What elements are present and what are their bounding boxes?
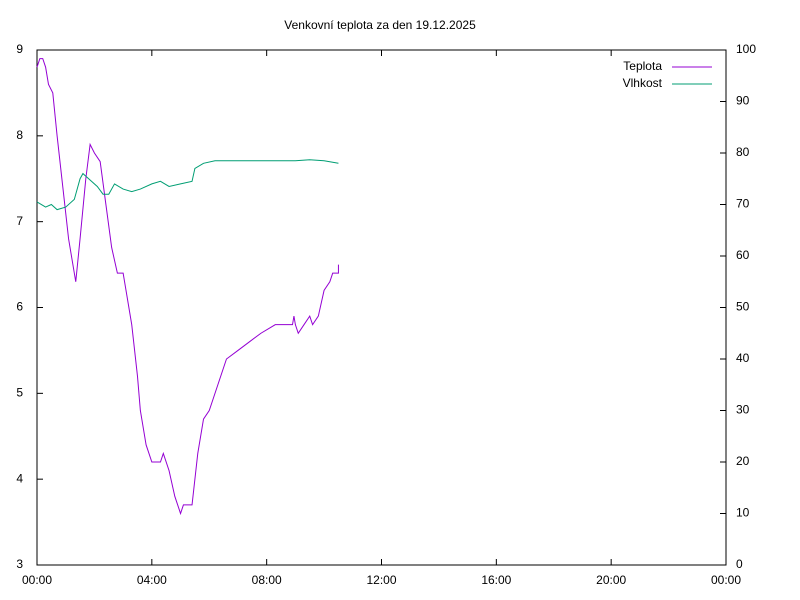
- y2-tick-label: 40: [736, 351, 750, 365]
- y-tick-label: 7: [16, 214, 23, 228]
- x-tick-label: 16:00: [481, 573, 511, 587]
- y2-tick-label: 10: [736, 506, 750, 520]
- y2-tick-label: 60: [736, 248, 750, 262]
- y-tick-label: 3: [16, 557, 23, 571]
- y2-tick-label: 50: [736, 300, 750, 314]
- x-tick-label: 04:00: [137, 573, 167, 587]
- chart-title: Venkovní teplota za den 19.12.2025: [284, 18, 476, 32]
- x-tick-label: 20:00: [596, 573, 626, 587]
- series-line: [36, 159, 339, 211]
- y2-tick-label: 20: [736, 454, 750, 468]
- x-tick-label: 12:00: [366, 573, 396, 587]
- y2-tick-label: 80: [736, 145, 750, 159]
- x-tick-label: 00:00: [711, 573, 741, 587]
- y2-tick-label: 0: [736, 557, 743, 571]
- y2-tick-label: 90: [736, 94, 750, 108]
- y-tick-label: 4: [16, 471, 23, 485]
- x-tick-label: 00:00: [22, 573, 52, 587]
- y2-tick-label: 30: [736, 403, 750, 417]
- series-line: [36, 58, 339, 516]
- y-tick-label: 5: [16, 386, 23, 400]
- legend-label: Vlhkost: [623, 76, 663, 90]
- y-tick-label: 9: [16, 42, 23, 56]
- legend-label: Teplota: [623, 59, 662, 73]
- y-tick-label: 8: [16, 128, 23, 142]
- y2-tick-label: 70: [736, 197, 750, 211]
- y2-tick-label: 100: [736, 42, 756, 56]
- y-tick-label: 6: [16, 300, 23, 314]
- x-tick-label: 08:00: [252, 573, 282, 587]
